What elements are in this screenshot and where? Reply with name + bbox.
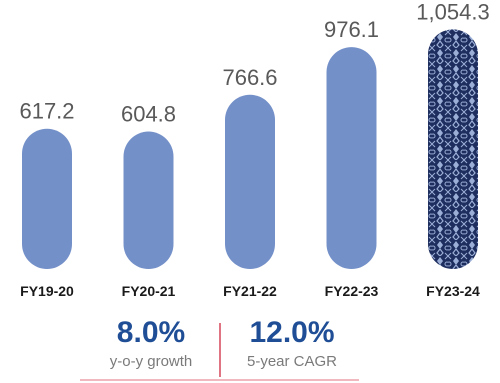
bar-fy23-24 <box>428 29 478 269</box>
value-label: 1,054.3 <box>416 0 489 24</box>
stats-divider <box>219 323 221 377</box>
bar-chart: 617.2 604.8 766.6 976.1 1,054.3 FY19-20 FY20-… <box>19 0 489 299</box>
category-label: FY22-23 <box>325 283 379 299</box>
category-label: FY19-20 <box>20 283 74 299</box>
cagr-value: 12.0% <box>249 316 335 349</box>
value-label: 617.2 <box>19 99 74 124</box>
cagr-label: 5-year CAGR <box>246 353 338 370</box>
bar-fy22-23 <box>326 47 377 270</box>
growth-stat: 8.0% y-o-y growth <box>92 316 210 371</box>
bar-fy20-21 <box>123 131 174 269</box>
stats-panel: 8.0% y-o-y growth 12.0% 5-year CAGR <box>0 316 500 383</box>
value-label: 976.1 <box>324 17 379 42</box>
value-label: 766.6 <box>222 65 277 90</box>
growth-label: y-o-y growth <box>109 353 193 370</box>
category-label: FY23-24 <box>426 283 480 299</box>
cagr-stat: 12.0% 5-year CAGR <box>236 316 348 371</box>
growth-value: 8.0% <box>116 316 186 349</box>
value-label: 604.8 <box>121 102 176 127</box>
category-label: FY20-21 <box>122 283 176 299</box>
stats-underline <box>80 379 359 381</box>
bar-fy21-22 <box>225 94 275 269</box>
bar-fy19-20 <box>22 128 72 269</box>
category-label: FY21-22 <box>223 283 277 299</box>
